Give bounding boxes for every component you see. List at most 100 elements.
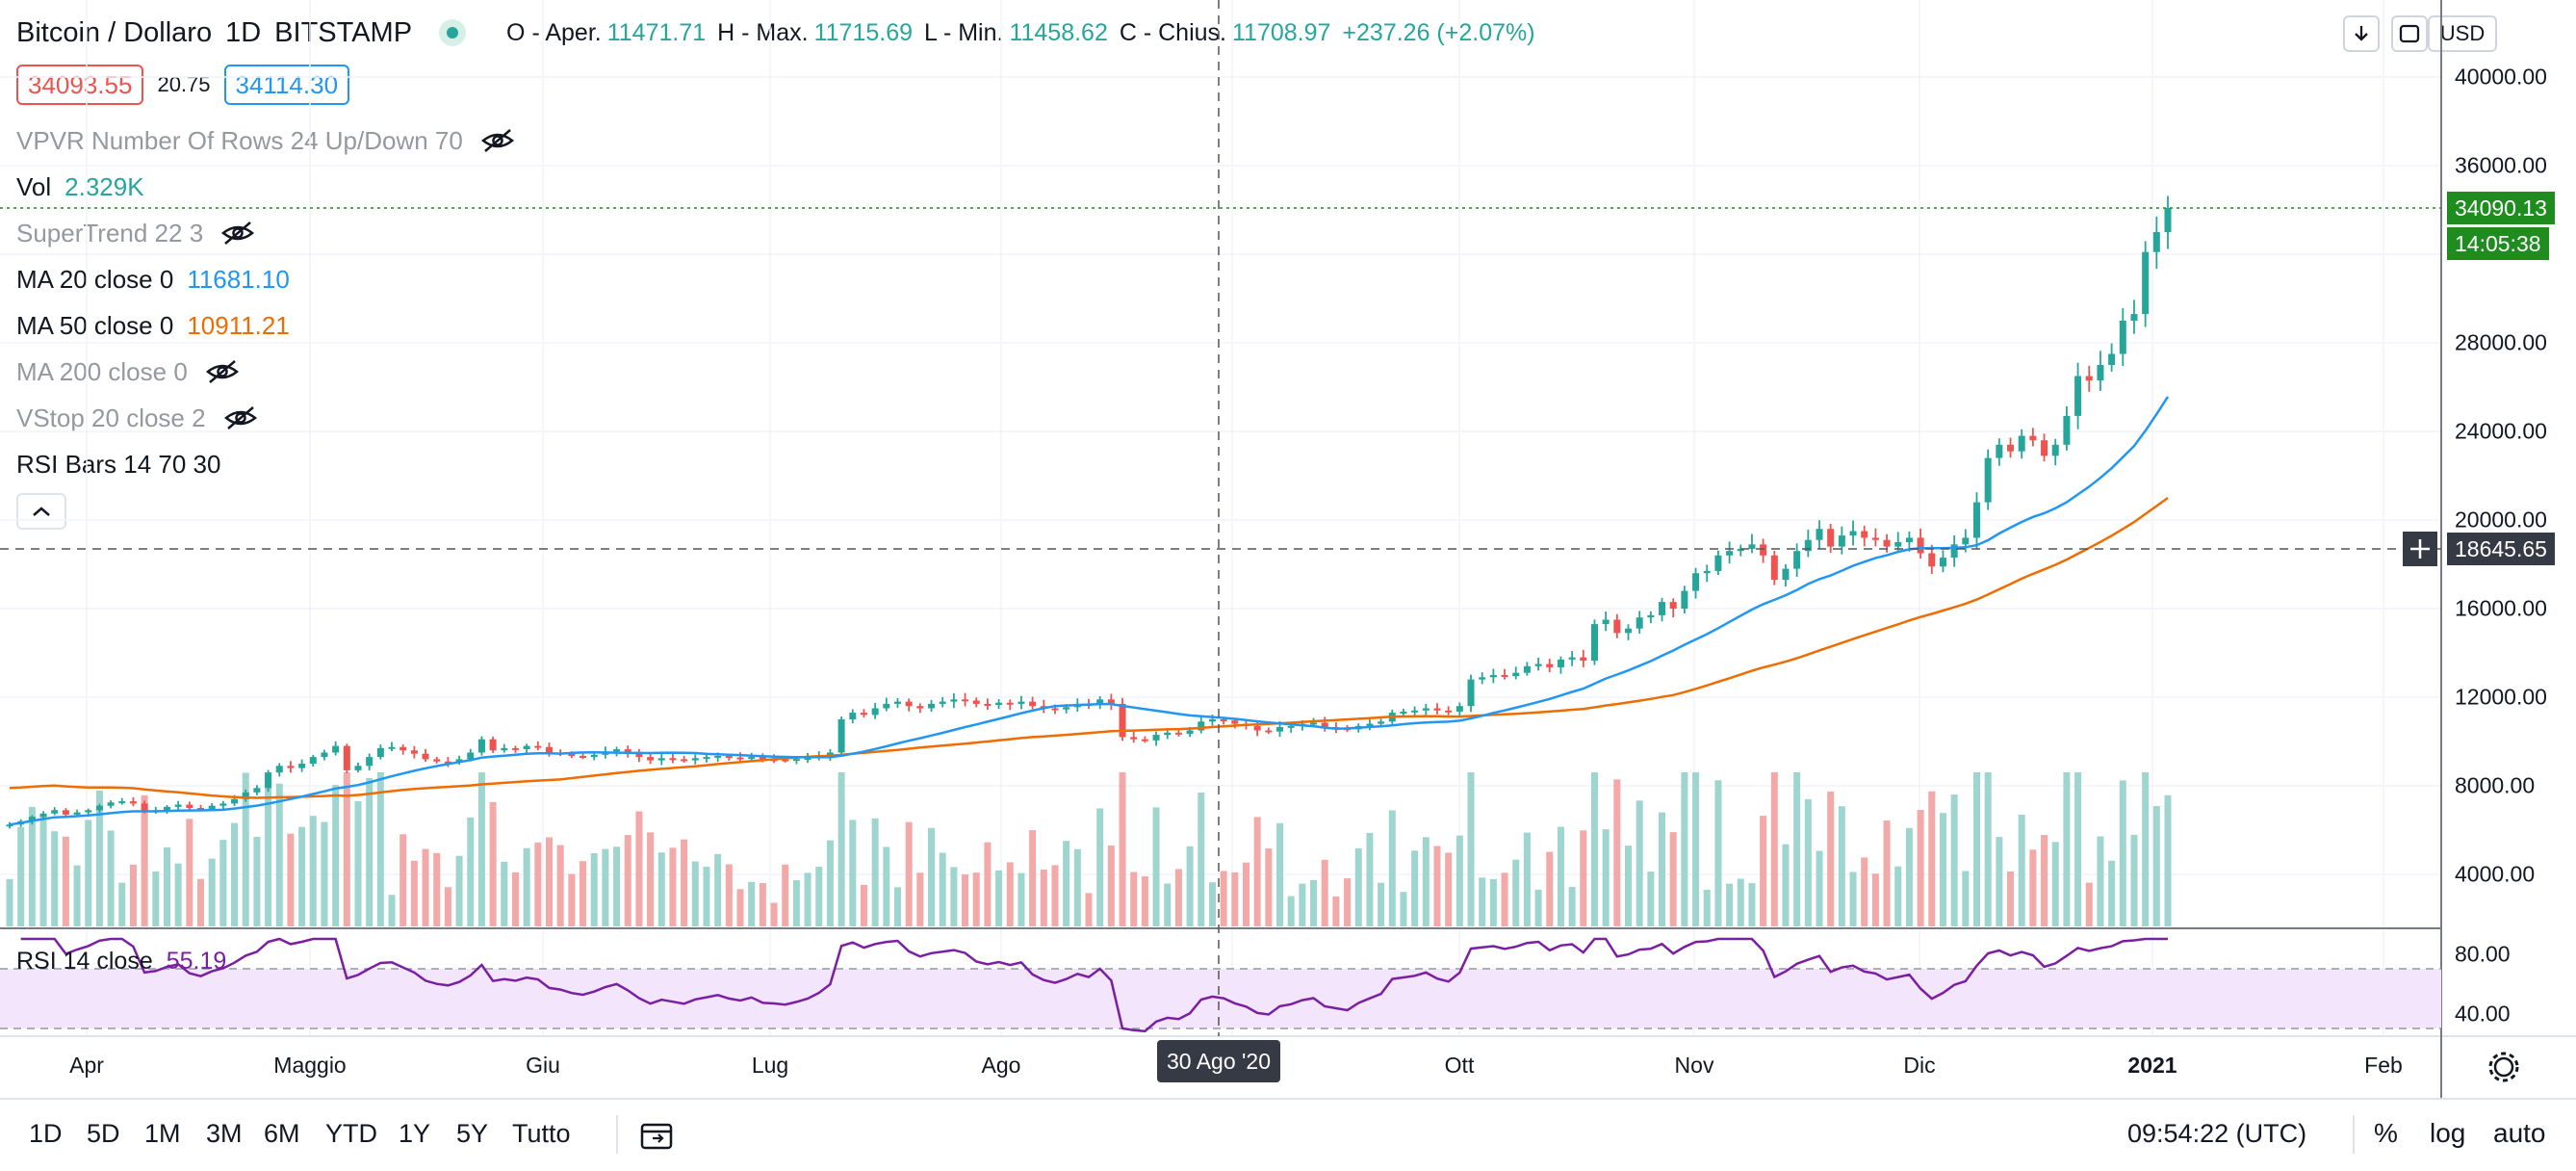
high-label: H - Max. <box>717 18 809 46</box>
candle-body <box>1972 502 1980 538</box>
exchange-label: BITSTAMP <box>274 16 413 48</box>
price-axis-label: 4000.00 <box>2455 861 2536 887</box>
volume-bars <box>6 772 2172 926</box>
buy-price-button[interactable]: 34114.30 <box>223 65 350 105</box>
volume-bar <box>602 848 609 926</box>
candle-body <box>669 758 677 761</box>
gear-icon[interactable] <box>2488 1052 2519 1082</box>
utc-clock[interactable]: 09:54:22 (UTC) <box>2127 1118 2307 1148</box>
eye-hidden-icon[interactable] <box>205 358 240 385</box>
volume-bar <box>1332 896 1340 926</box>
volume-bar <box>1040 870 1047 926</box>
candle-body <box>2142 251 2150 315</box>
candle-body <box>1107 699 1115 704</box>
volume-bar <box>1253 817 1261 926</box>
volume-bar <box>2041 835 2048 926</box>
sell-price-button[interactable]: 34093.55 <box>16 65 144 105</box>
candle-body <box>1793 551 1801 569</box>
volume-bar <box>1321 859 1328 926</box>
range-button-all[interactable]: Tutto <box>512 1118 571 1148</box>
range-button-6m[interactable]: 6M <box>264 1118 300 1148</box>
candle-body <box>332 745 340 753</box>
candle-body <box>681 759 688 762</box>
interval-label[interactable]: 1D <box>225 16 262 48</box>
date-range-calendar-icon[interactable] <box>639 1119 676 1152</box>
indicator-vol[interactable]: Vol 2.329K <box>16 168 144 206</box>
price-chart[interactable] <box>0 0 2576 1098</box>
candle-body <box>1692 573 1700 591</box>
time-axis-label: 2021 <box>2127 1053 2177 1078</box>
volume-bar <box>2152 806 2160 926</box>
price-axis-label: 40000.00 <box>2455 64 2547 90</box>
range-button-3m[interactable]: 3M <box>206 1118 243 1148</box>
indicator-vpvr[interactable]: VPVR Number Of Rows 24 Up/Down 70 <box>16 121 515 160</box>
indicator-ma20[interactable]: MA 20 close 0 11681.10 <box>16 260 290 299</box>
indicator-ma50[interactable]: MA 50 close 0 10911.21 <box>16 306 290 345</box>
candle-body <box>691 758 699 761</box>
volume-bar <box>1804 798 1812 926</box>
indicator-label: Vol <box>16 171 52 201</box>
range-button-1m[interactable]: 1M <box>144 1118 181 1148</box>
volume-bar <box>916 872 924 926</box>
eye-hidden-icon[interactable] <box>223 404 258 431</box>
candle-body <box>1051 708 1059 711</box>
eye-hidden-icon[interactable] <box>220 220 255 247</box>
download-button[interactable] <box>2343 15 2380 52</box>
candle-body <box>376 747 384 758</box>
market-open-status-icon <box>439 19 467 46</box>
candle-body <box>444 761 451 764</box>
volume-bar <box>1737 878 1744 926</box>
candle-body <box>568 753 576 756</box>
volume-bar <box>231 822 239 926</box>
indicator-vstop[interactable]: VStop 20 close 2 <box>16 399 258 437</box>
fullscreen-icon <box>2399 24 2420 43</box>
candle-body <box>174 804 182 807</box>
bottom-toolbar: 1D 5D 1M 3M 6M YTD 1Y 5Y Tutto 09:54:22 … <box>0 1098 2576 1171</box>
auto-scale-toggle[interactable]: auto <box>2493 1118 2546 1148</box>
candle-body <box>804 758 811 761</box>
range-button-5y[interactable]: 5Y <box>456 1118 489 1148</box>
price-axis-label: 16000.00 <box>2455 595 2547 621</box>
volume-bar <box>545 837 554 926</box>
volume-bar <box>1568 886 1576 926</box>
candle-body <box>2063 415 2071 445</box>
volume-bar <box>815 866 823 926</box>
crosshair-plus-icon[interactable] <box>2403 532 2437 566</box>
volume-bar <box>1455 835 1463 926</box>
collapse-legend-button[interactable] <box>16 493 66 530</box>
volume-bar <box>2063 772 2071 926</box>
candle-body <box>1287 725 1295 728</box>
fullscreen-button[interactable] <box>2391 15 2428 52</box>
volume-bar <box>883 846 890 926</box>
candle-body <box>242 792 249 799</box>
candle-body <box>2018 435 2025 452</box>
candle-body <box>1141 739 1148 742</box>
log-scale-toggle[interactable]: log <box>2430 1118 2466 1148</box>
symbol-row: Bitcoin / Dollaro 1D BITSTAMP O - Aper. 1… <box>16 13 1535 52</box>
currency-button[interactable]: USD <box>2428 15 2497 52</box>
volume-bar <box>28 806 36 926</box>
rsi-legend[interactable]: RSI 14 close 55.19 <box>16 942 226 980</box>
indicator-rsi-bars[interactable]: RSI Bars 14 70 30 <box>16 445 220 483</box>
volume-bar <box>1871 873 1879 926</box>
volume-bar <box>1669 832 1677 926</box>
candle-body <box>1198 721 1205 731</box>
eye-hidden-icon[interactable] <box>480 127 515 154</box>
range-button-1d[interactable]: 1D <box>29 1118 63 1148</box>
range-button-5d[interactable]: 5D <box>87 1118 120 1148</box>
candle-body <box>2051 444 2059 456</box>
range-button-1y[interactable]: 1Y <box>399 1118 431 1148</box>
volume-bar <box>1299 883 1306 926</box>
volume-bar <box>1489 878 1497 926</box>
volume-bar <box>477 772 485 926</box>
indicator-label: VStop 20 close 2 <box>16 403 206 432</box>
candle-body <box>2074 376 2082 416</box>
candle-body <box>613 749 621 752</box>
symbol-name[interactable]: Bitcoin / Dollaro <box>16 16 213 48</box>
indicator-supertrend[interactable]: SuperTrend 22 3 <box>16 214 255 252</box>
candle-body <box>1220 719 1227 721</box>
indicator-ma200[interactable]: MA 200 close 0 <box>16 352 240 391</box>
range-button-ytd[interactable]: YTD <box>325 1118 377 1148</box>
percent-scale-toggle[interactable]: % <box>2374 1118 2398 1148</box>
volume-bar <box>1681 772 1688 926</box>
